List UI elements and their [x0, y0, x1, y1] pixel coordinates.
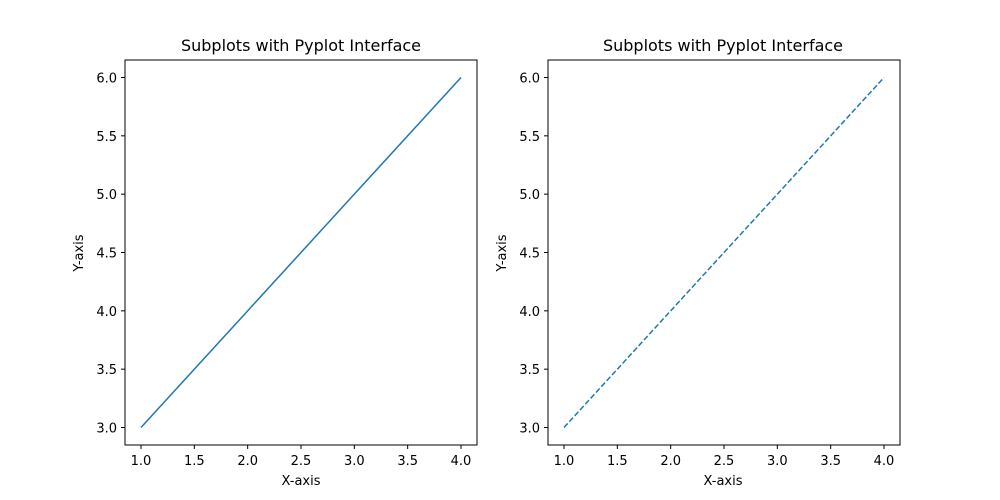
subplot-left-y-tick-label: 6.0	[96, 72, 117, 87]
subplot-left-y-tick-label: 3.5	[96, 363, 117, 378]
subplot-left-x-tick-label: 2.0	[237, 454, 258, 469]
subplot-right-y-tick-label: 4.5	[519, 247, 540, 262]
subplot-right-x-tick-label: 3.0	[767, 454, 788, 469]
subplot-left-x-tick-label: 1.5	[184, 454, 205, 469]
subplot-right: Subplots with Pyplot Interface 1.0 1.5 2.0…	[495, 36, 901, 489]
subplot-right-y-axis-label: Y-axis	[495, 234, 510, 272]
subplot-left-y-axis-label: Y-axis	[72, 234, 87, 272]
subplot-right-y-tick-label: 6.0	[519, 72, 540, 87]
subplot-left-y-tick-label: 5.5	[96, 130, 117, 145]
subplot-right-title: Subplots with Pyplot Interface	[603, 36, 843, 55]
subplot-right-y-tick-label: 5.0	[519, 188, 540, 203]
subplot-right-x-tick-label: 2.0	[660, 454, 681, 469]
subplot-left-y-tick-label: 4.5	[96, 247, 117, 262]
subplot-right-plot-area: 1.0 1.5 2.0 2.5 3.0 3.5 4.0 3.0 3.5 4.0 4.5 5.0 5.5 6…	[519, 59, 901, 469]
subplot-right-x-axis-label: X-axis	[704, 474, 743, 489]
subplot-right-x-tick-label: 3.5	[820, 454, 841, 469]
subplot-left-y-tick-label: 5.0	[96, 188, 117, 203]
subplot-right-x-tick-label: 1.0	[554, 454, 575, 469]
subplot-right-y-tick-label: 3.0	[519, 422, 540, 437]
subplot-left-x-tick-label: 3.5	[397, 454, 418, 469]
subplot-left-series-line-0	[140, 76, 462, 429]
subplot-left-x-axis-label: X-axis	[282, 474, 321, 489]
subplot-left-title: Subplots with Pyplot Interface	[181, 36, 421, 55]
subplot-right-x-tick-label: 1.5	[607, 454, 628, 469]
subplot-left-x-tick-label: 4.0	[451, 454, 472, 469]
subplot-left-x-tick-label: 2.5	[291, 454, 312, 469]
subplot-left-y-tick-label: 4.0	[96, 305, 117, 320]
subplot-right-x-tick-label: 4.0	[874, 454, 895, 469]
subplot-left-plot-area: 1.0 1.5 2.0 2.5 3.0 3.5 4.0 3.0 3.5 4.0 4.5 5.0 5.5 6…	[96, 59, 478, 469]
subplot-right-series-line-0	[563, 76, 885, 429]
subplot-left-x-tick-label: 3.0	[344, 454, 365, 469]
subplot-right-y-tick-label: 4.0	[519, 305, 540, 320]
subplot-right-x-tick-label: 2.5	[714, 454, 735, 469]
subplot-right-y-tick-label: 3.5	[519, 363, 540, 378]
subplot-left: Subplots with Pyplot Interface 1.0 1.5 2.0…	[72, 36, 478, 489]
subplot-left-x-tick-label: 1.0	[131, 454, 152, 469]
subplot-left-y-tick-label: 3.0	[96, 422, 117, 437]
subplot-right-y-tick-label: 5.5	[519, 130, 540, 145]
